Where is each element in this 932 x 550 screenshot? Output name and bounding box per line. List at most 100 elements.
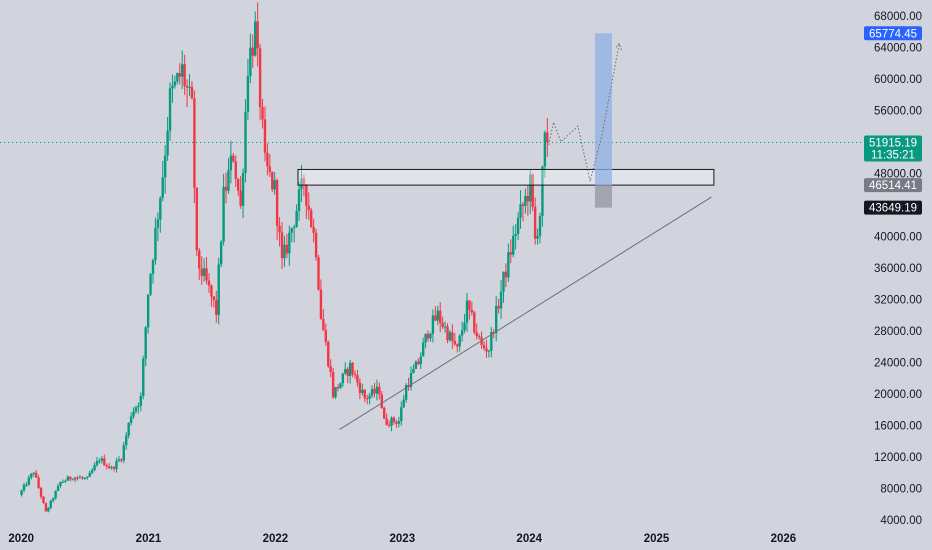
trendline[interactable] (339, 196, 712, 430)
candle (268, 154, 272, 177)
candle (314, 228, 318, 261)
candle (324, 323, 328, 346)
candle-body (81, 477, 84, 479)
resistance-zone[interactable] (297, 168, 715, 186)
candle (494, 296, 498, 342)
candle (163, 145, 167, 194)
candle (336, 384, 340, 392)
candle-body (543, 132, 547, 167)
target-box[interactable] (594, 33, 612, 186)
candle-body (205, 268, 208, 281)
candle (519, 190, 522, 229)
candle-body (485, 348, 488, 352)
candle (93, 462, 96, 472)
candle-body (181, 64, 184, 77)
candle-body (137, 405, 140, 408)
candle (198, 248, 201, 280)
y-tick-label: 48000.00 (874, 168, 922, 180)
projection-path[interactable] (548, 43, 620, 182)
x-tick-label: 2026 (771, 533, 797, 545)
candle (66, 475, 70, 481)
candle (395, 419, 398, 428)
candle-body (319, 289, 323, 319)
candle (112, 465, 116, 472)
candle-body (271, 172, 274, 190)
candle (71, 478, 74, 481)
candle-body (378, 386, 381, 395)
candle (32, 472, 35, 477)
candle-body (254, 21, 257, 56)
price-badge-label: 51915.19 (869, 138, 917, 150)
candle (210, 284, 213, 307)
candle (290, 227, 293, 243)
candle-body (383, 408, 386, 419)
candle (344, 362, 347, 375)
candle (358, 378, 362, 400)
candle (365, 394, 369, 405)
candle-body (370, 388, 374, 396)
price-badge: 43649.19 (864, 200, 922, 215)
candle (156, 212, 160, 242)
stop-box[interactable] (594, 185, 612, 208)
candle-body (358, 382, 362, 393)
x-tick-label: 2023 (390, 533, 416, 545)
candle-body (244, 111, 247, 173)
candle (110, 465, 113, 470)
candle (300, 165, 303, 202)
candle (485, 339, 488, 358)
x-tick-label: 2024 (516, 533, 542, 545)
candle-body (241, 172, 245, 206)
candle-body (468, 300, 471, 310)
candle (154, 217, 157, 265)
candle (502, 271, 505, 303)
candle-body (529, 174, 532, 202)
candle-body (90, 470, 94, 473)
candle (171, 74, 174, 103)
candle-body (436, 310, 439, 321)
candle (52, 497, 55, 503)
candle (307, 192, 310, 221)
candle-body (387, 424, 391, 426)
candle-body (66, 476, 70, 481)
candle (144, 326, 147, 367)
candle (383, 406, 386, 419)
candle-body (334, 387, 337, 398)
price-badge: 65774.45 (864, 26, 922, 41)
candle (363, 388, 366, 402)
candle (193, 90, 196, 204)
candle-body (71, 479, 74, 481)
candle-body (390, 417, 393, 426)
candle (271, 171, 274, 193)
y-tick-label: 20000.00 (874, 389, 922, 401)
candle (475, 323, 478, 340)
candle-body (346, 368, 349, 376)
candle (30, 473, 33, 480)
candle-body (88, 472, 91, 477)
candle (246, 58, 250, 121)
candle (20, 489, 23, 497)
candle (514, 224, 517, 250)
candle (351, 362, 354, 378)
candle (22, 482, 26, 493)
candle-body (95, 460, 99, 466)
candle (254, 11, 257, 57)
candle-body (509, 252, 513, 255)
candle (387, 420, 391, 428)
candle-body (327, 341, 330, 367)
candle-body (397, 421, 401, 424)
candle (161, 160, 164, 202)
candle-body (134, 407, 138, 412)
candle (426, 330, 430, 342)
candle (88, 470, 91, 477)
candle (468, 300, 471, 320)
candle (443, 321, 447, 333)
candle-body (312, 226, 315, 233)
candle-body (331, 371, 335, 398)
y-tick-label: 16000.00 (874, 421, 922, 433)
candle-body (151, 260, 155, 275)
candle (329, 359, 332, 378)
candle (283, 235, 286, 267)
candle-body (159, 197, 162, 220)
